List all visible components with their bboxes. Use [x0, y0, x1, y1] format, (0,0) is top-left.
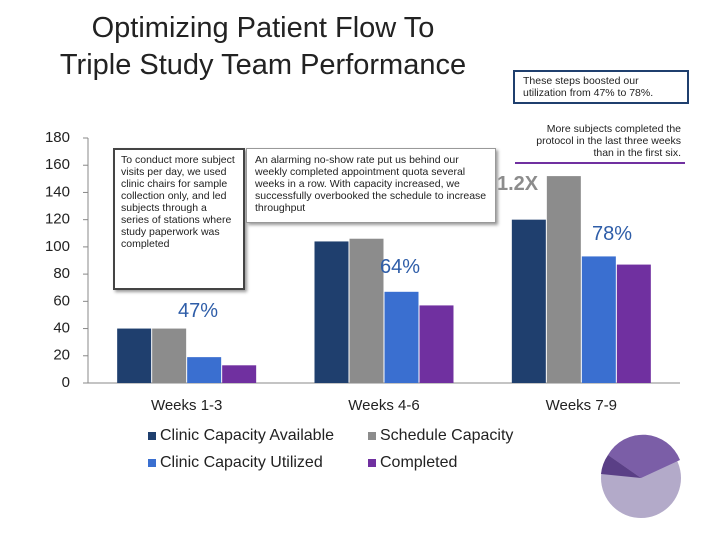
bar: [616, 264, 651, 383]
legend-label: Schedule Capacity: [380, 427, 513, 444]
y-tick-label: 60: [53, 292, 70, 309]
legend-swatch: [368, 459, 376, 467]
bar: [419, 305, 454, 383]
y-tick-label: 160: [45, 156, 70, 173]
y-tick-label: 100: [45, 238, 70, 255]
annotation: 47%: [178, 300, 219, 322]
bar: [152, 328, 187, 383]
bar: [222, 365, 257, 383]
bar: [117, 328, 152, 383]
y-tick-label: 180: [45, 129, 70, 146]
annotation: 78%: [592, 223, 633, 245]
bar: [384, 291, 419, 383]
y-tick-label: 80: [53, 265, 70, 282]
y-tick-label: 0: [62, 374, 70, 391]
legend-swatch: [368, 432, 376, 440]
x-tick-label: Weeks 7-9: [546, 397, 617, 414]
annotation-box: These steps boosted our utilization from…: [513, 70, 689, 104]
y-tick-label: 120: [45, 211, 70, 228]
legend-swatch: [148, 459, 156, 467]
annotation-box: To conduct more subject visits per day, …: [113, 148, 245, 290]
x-tick-label: Weeks 1-3: [151, 397, 222, 414]
y-tick-label: 140: [45, 183, 70, 200]
annotation: 64%: [380, 256, 421, 278]
annotation: 1.2X: [497, 173, 539, 195]
legend-swatch: [148, 432, 156, 440]
annotation-box: An alarming no-show rate put us behind o…: [246, 148, 496, 223]
bar: [581, 256, 616, 383]
bar: [187, 357, 222, 383]
bar: [314, 241, 349, 383]
pie-icon: [601, 434, 681, 518]
legend-label: Clinic Capacity Available: [160, 427, 334, 444]
chart-title: Optimizing Patient Flow To Triple Study …: [59, 12, 467, 81]
bar: [511, 219, 546, 383]
bar: [546, 176, 581, 383]
bar: [349, 238, 384, 383]
legend-label: Completed: [380, 454, 457, 471]
annotation-box: More subjects completed the protocol in …: [515, 121, 685, 164]
y-tick-label: 40: [53, 320, 70, 337]
legend-label: Clinic Capacity Utilized: [160, 454, 323, 471]
y-tick-label: 20: [53, 347, 70, 364]
x-tick-label: Weeks 4-6: [348, 397, 419, 414]
